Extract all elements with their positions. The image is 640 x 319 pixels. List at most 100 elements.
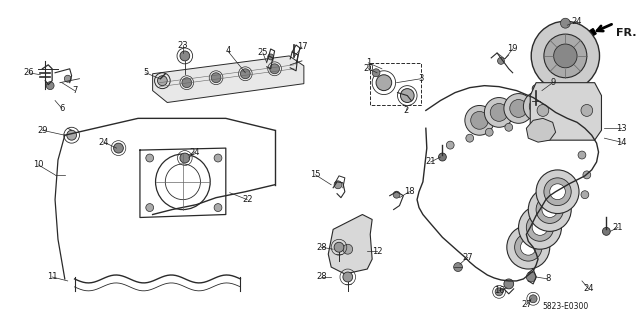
Text: 28: 28	[316, 272, 327, 281]
Circle shape	[507, 226, 550, 269]
Text: 3: 3	[419, 74, 424, 83]
Circle shape	[214, 154, 222, 162]
Text: 8: 8	[545, 274, 550, 284]
Circle shape	[495, 288, 503, 296]
Circle shape	[269, 64, 280, 74]
Circle shape	[531, 21, 600, 91]
Text: 22: 22	[242, 195, 253, 204]
Text: 5: 5	[143, 68, 148, 77]
Text: 13: 13	[616, 124, 627, 133]
Text: 14: 14	[616, 138, 626, 147]
Circle shape	[583, 171, 591, 179]
Circle shape	[529, 98, 547, 115]
Text: 6: 6	[59, 104, 65, 113]
Text: 28: 28	[316, 243, 327, 252]
Text: 18: 18	[404, 187, 415, 196]
Circle shape	[438, 153, 446, 161]
Circle shape	[180, 51, 189, 61]
Text: 24: 24	[189, 148, 200, 157]
Text: 12: 12	[372, 247, 382, 256]
Circle shape	[343, 244, 353, 254]
Circle shape	[67, 130, 77, 140]
Circle shape	[518, 205, 561, 249]
Text: 7: 7	[72, 86, 77, 95]
Polygon shape	[526, 118, 556, 142]
Circle shape	[581, 191, 589, 199]
Circle shape	[334, 181, 342, 189]
Circle shape	[550, 184, 565, 200]
Circle shape	[465, 106, 494, 135]
Circle shape	[470, 111, 488, 129]
Circle shape	[490, 103, 508, 121]
Circle shape	[446, 141, 454, 149]
Circle shape	[520, 239, 536, 255]
Circle shape	[343, 272, 353, 282]
Circle shape	[146, 204, 154, 211]
Circle shape	[602, 227, 611, 235]
Circle shape	[65, 75, 71, 82]
Polygon shape	[328, 214, 372, 274]
Text: 21: 21	[426, 158, 436, 167]
Text: 25: 25	[258, 48, 268, 57]
Circle shape	[214, 204, 222, 211]
Text: 10: 10	[33, 160, 44, 169]
Text: 5823-E0300: 5823-E0300	[542, 302, 589, 311]
Circle shape	[532, 219, 548, 235]
Circle shape	[454, 263, 463, 271]
Circle shape	[504, 93, 533, 123]
Text: 24: 24	[584, 284, 594, 293]
Circle shape	[211, 73, 221, 83]
Text: 24: 24	[99, 138, 109, 147]
Text: 15: 15	[310, 170, 321, 179]
Text: 24: 24	[572, 17, 582, 26]
Text: 27: 27	[521, 300, 532, 309]
Circle shape	[372, 69, 380, 77]
Text: 4: 4	[225, 47, 230, 56]
Circle shape	[113, 143, 124, 153]
Circle shape	[509, 100, 527, 117]
Text: 17: 17	[296, 42, 307, 51]
Circle shape	[544, 34, 587, 78]
Text: 21: 21	[613, 223, 623, 232]
Text: 16: 16	[493, 286, 504, 295]
Text: 11: 11	[47, 272, 58, 281]
Circle shape	[528, 188, 572, 231]
Text: 19: 19	[508, 44, 518, 54]
Circle shape	[561, 18, 570, 28]
Text: 20: 20	[363, 64, 374, 73]
Text: 1: 1	[365, 58, 371, 67]
Circle shape	[497, 57, 504, 64]
Circle shape	[529, 295, 537, 303]
Circle shape	[544, 178, 572, 205]
Circle shape	[484, 98, 514, 127]
Circle shape	[526, 272, 536, 282]
Circle shape	[554, 44, 577, 68]
Text: 29: 29	[37, 126, 47, 135]
Polygon shape	[152, 56, 304, 102]
Circle shape	[505, 123, 513, 131]
Circle shape	[241, 69, 250, 79]
Text: 9: 9	[550, 78, 556, 87]
Text: 26: 26	[24, 68, 34, 77]
FancyArrow shape	[564, 28, 596, 50]
Circle shape	[504, 279, 514, 289]
Circle shape	[581, 105, 593, 116]
Circle shape	[536, 196, 563, 223]
Circle shape	[180, 153, 189, 163]
Text: 27: 27	[463, 253, 473, 262]
Circle shape	[268, 54, 274, 60]
Circle shape	[578, 151, 586, 159]
Circle shape	[157, 76, 167, 85]
Circle shape	[536, 170, 579, 213]
Circle shape	[146, 154, 154, 162]
Circle shape	[526, 213, 554, 241]
Text: 2: 2	[404, 106, 409, 115]
Circle shape	[515, 234, 542, 261]
Circle shape	[46, 82, 54, 90]
Circle shape	[182, 78, 191, 88]
Circle shape	[334, 242, 344, 252]
Circle shape	[485, 128, 493, 136]
Circle shape	[524, 92, 553, 121]
Circle shape	[401, 89, 414, 102]
Circle shape	[393, 191, 400, 198]
